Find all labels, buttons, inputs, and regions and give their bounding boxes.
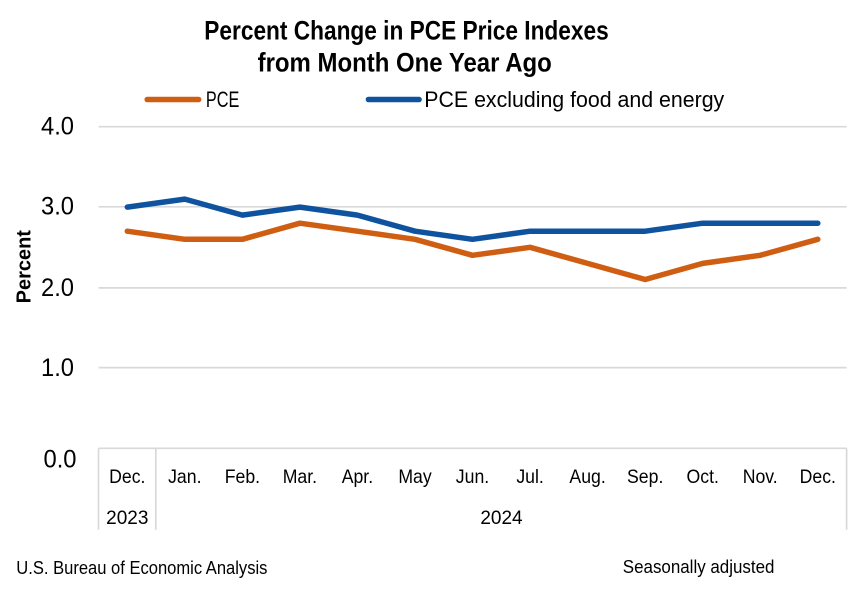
svg-text:0.0: 0.0 [43,446,76,474]
svg-text:May: May [398,465,432,487]
svg-text:2.0: 2.0 [41,274,74,302]
svg-text:Dec.: Dec. [109,465,145,487]
svg-text:Seasonally adjusted: Seasonally adjusted [623,556,775,577]
svg-text:2023: 2023 [106,508,148,529]
svg-text:1.0: 1.0 [41,354,74,382]
svg-text:Jan.: Jan. [168,465,201,487]
svg-text:Percent: Percent [14,230,36,304]
svg-text:from Month One Year Ago: from Month One Year Ago [258,48,552,78]
svg-text:Nov.: Nov. [743,465,778,487]
svg-text:Apr.: Apr. [342,465,373,487]
svg-text:Jun.: Jun. [456,465,489,487]
svg-text:Mar.: Mar. [283,465,317,487]
svg-text:3.0: 3.0 [41,193,74,221]
svg-text:Aug.: Aug. [569,465,605,487]
svg-text:Sep.: Sep. [627,465,663,487]
svg-text:Oct.: Oct. [687,465,719,487]
svg-text:U.S. Bureau of Economic Analys: U.S. Bureau of Economic Analysis [16,557,267,578]
svg-text:4.0: 4.0 [41,113,74,141]
svg-text:Dec.: Dec. [800,465,836,487]
svg-text:PCE excluding food and energy: PCE excluding food and energy [424,86,724,111]
svg-text:Jul.: Jul. [516,465,543,487]
svg-text:2024: 2024 [480,508,523,529]
svg-text:Feb.: Feb. [225,465,260,487]
svg-text:PCE: PCE [206,87,240,112]
svg-text:Percent Change in PCE Price In: Percent Change in PCE Price Indexes [204,16,608,46]
